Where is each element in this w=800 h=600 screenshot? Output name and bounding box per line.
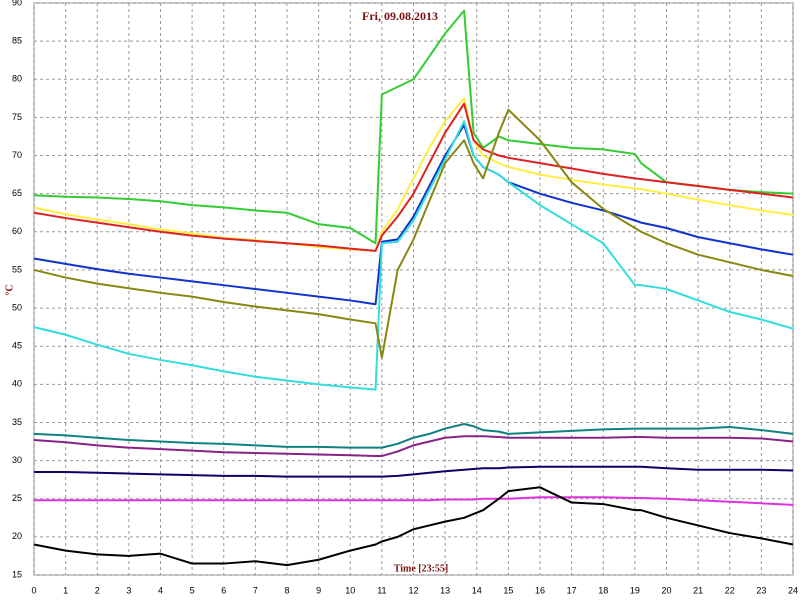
y-tick-label: 65 (12, 188, 22, 198)
x-tick-label: 11 (377, 585, 386, 595)
y-tick-label: 85 (12, 36, 22, 46)
series-line (34, 496, 794, 506)
y-tick-label: 90 (12, 0, 22, 7)
x-tick-label: 20 (661, 585, 671, 595)
series-line (33, 102, 794, 252)
y-tick-label: 35 (12, 417, 22, 427)
y-tick-label: 70 (12, 150, 22, 160)
x-tick-label: 14 (472, 585, 482, 595)
x-tick-label: 1 (63, 585, 68, 595)
chart-title: Fri, 09.08.2013 (362, 9, 438, 23)
x-tick-label: 6 (221, 585, 226, 595)
x-tick-label: 3 (126, 585, 131, 595)
x-tick-label: 23 (756, 585, 766, 595)
series-line (33, 124, 794, 306)
series-line (33, 435, 794, 458)
y-tick-label: 30 (12, 455, 22, 465)
x-tick-label: 22 (725, 585, 735, 595)
y-tick-label: 80 (12, 74, 22, 84)
series-line (34, 465, 794, 478)
x-tick-label: 13 (440, 585, 450, 595)
series-line (33, 97, 794, 252)
x-tick-label: 5 (190, 585, 195, 595)
y-tick-label: 20 (12, 531, 22, 541)
series-line (33, 486, 794, 567)
y-axis-label: °C (4, 284, 15, 295)
x-tick-label: 10 (345, 585, 355, 595)
series-line (33, 108, 794, 359)
y-tick-label: 55 (12, 264, 22, 274)
series-line (33, 120, 794, 391)
x-tick-label: 4 (158, 585, 163, 595)
y-tick-label: 50 (12, 302, 22, 312)
x-tick-label: 9 (316, 585, 321, 595)
y-tick-label: 25 (12, 493, 22, 503)
x-tick-label: 15 (503, 585, 513, 595)
x-tick-label: 8 (284, 585, 289, 595)
x-tick-label: 0 (31, 585, 36, 595)
y-tick-label: 45 (12, 341, 22, 351)
x-tick-label: 24 (788, 585, 798, 595)
x-tick-label: 19 (630, 585, 640, 595)
x-tick-label: 2 (95, 585, 100, 595)
y-tick-label: 40 (12, 379, 22, 389)
x-tick-label: 7 (253, 585, 258, 595)
x-axis-label: Time [23:55] (394, 563, 449, 574)
x-tick-label: 16 (535, 585, 545, 595)
y-tick-label: 60 (12, 226, 22, 236)
x-tick-label: 12 (408, 585, 418, 595)
x-tick-label: 21 (693, 585, 703, 595)
y-tick-label: 15 (12, 569, 22, 579)
series-line (33, 9, 794, 245)
y-tick-label: 75 (12, 112, 22, 122)
x-tick-label: 17 (567, 585, 577, 595)
series-line (33, 422, 794, 449)
x-tick-label: 18 (598, 585, 608, 595)
